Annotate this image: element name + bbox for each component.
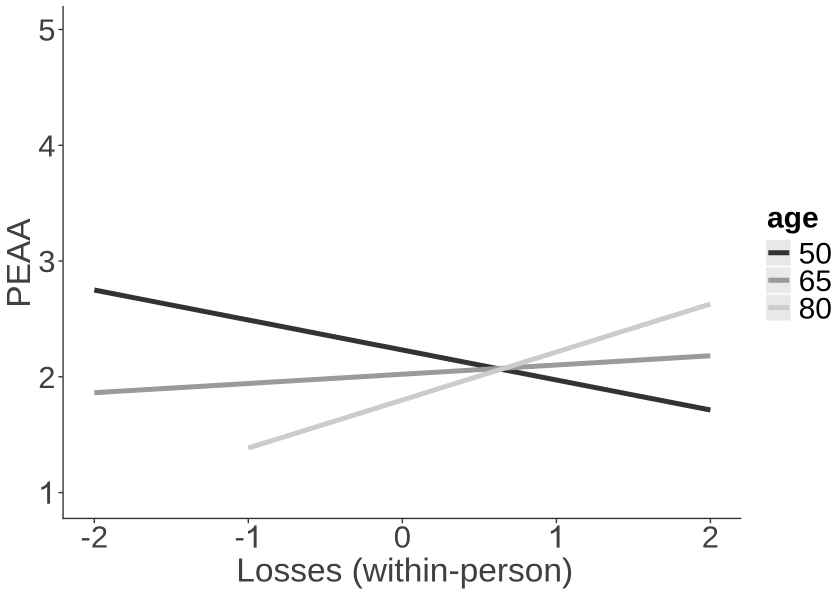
svg-text:2: 2 [702,520,719,555]
svg-text:-: - [235,520,245,555]
svg-text:Losses (within-person): Losses (within-person) [236,552,573,589]
svg-text:50: 50 [799,238,832,271]
svg-text:65: 65 [799,265,832,298]
svg-text:age: age [767,202,819,235]
svg-text:2: 2 [38,360,55,395]
svg-text:-2: -2 [81,520,109,555]
svg-text:4: 4 [38,128,55,163]
svg-text:0: 0 [394,520,411,555]
svg-text:5: 5 [38,13,55,48]
svg-text:80: 80 [799,292,832,325]
svg-text:3: 3 [38,244,55,279]
svg-text:PEAA: PEAA [1,218,38,308]
